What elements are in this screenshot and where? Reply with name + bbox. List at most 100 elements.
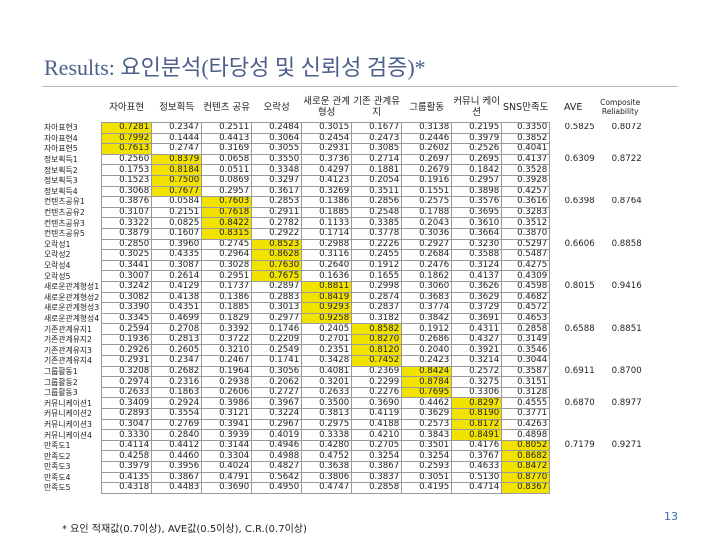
loading-cell: 0.3242	[101, 280, 153, 293]
loading-cell: 0.1881	[351, 164, 403, 176]
composite-reliability-cell: 0.8858	[611, 239, 642, 249]
ave-cell	[550, 260, 597, 271]
row-label: 그룹활동1	[44, 366, 78, 376]
table-row: 컨텐츠공유5 0.3879 0.1607 0.8315 0.2922 0.1714 0.37…	[44, 227, 644, 240]
loading-cell: 0.3028	[201, 259, 253, 272]
composite-reliability-cell	[597, 186, 644, 197]
loading-cell: 0.4081	[301, 365, 353, 378]
loading-cell: 0.2594	[101, 323, 153, 335]
composite-reliability-cell	[597, 165, 644, 176]
loading-cell: 0.4263	[501, 418, 551, 431]
table-row: 커뮤니케이션4 0.3330 0.2840 0.3939 0.4019 0.3338 0.4…	[44, 429, 644, 441]
ave-cell	[550, 218, 597, 229]
loading-cell: 0.3208	[101, 365, 153, 378]
loading-cell: 0.3149	[501, 333, 551, 346]
ave-cell	[550, 303, 597, 314]
loading-cell: 0.3345	[101, 312, 153, 325]
composite-reliability-cell: 0.8072	[611, 122, 642, 133]
factor-loading-highlight: 0.7992	[101, 132, 153, 145]
loading-cell: 0.4988	[251, 450, 303, 462]
loading-cell: 0.2679	[401, 164, 453, 176]
loading-cell: 0.4791	[201, 471, 253, 484]
loading-cell: 0.1551	[401, 185, 453, 198]
row-label: 기존관계유지3	[44, 345, 92, 355]
loading-cell: 0.4598	[501, 280, 551, 293]
table-row: 자아표현3 0.7281 0.2347 0.2511 0.2484 0.3015 0.167…	[44, 122, 644, 134]
loading-cell: 0.0658	[201, 153, 253, 166]
factor-loading-highlight: 0.7613	[101, 143, 153, 155]
factor-loading-highlight: 0.9293	[301, 302, 353, 314]
loading-cell: 0.3036	[401, 227, 453, 240]
loading-cell: 0.4176	[451, 439, 503, 452]
factor-loading-highlight: 0.7500	[151, 174, 203, 187]
loading-cell: 0.2938	[201, 376, 253, 388]
table-row: 커뮤니케이션1 0.3409 0.2924 0.3986 0.3967 0.3500 0.3…	[44, 397, 644, 410]
row-label: 컨텐츠공유1	[44, 197, 85, 207]
row-label: 커뮤니케이션1	[44, 398, 92, 408]
loading-cell: 0.2745	[201, 238, 253, 251]
loading-cell: 0.3695	[451, 206, 503, 219]
loading-cell: 0.4119	[351, 408, 403, 420]
loading-cell: 0.3390	[101, 302, 153, 314]
loading-cell: 0.3124	[451, 259, 503, 272]
factor-loading-highlight: 0.8172	[451, 418, 503, 431]
loading-cell: 0.2858	[501, 323, 551, 335]
factor-loading-highlight: 0.8424	[401, 365, 453, 378]
loading-cell: 0.4257	[501, 185, 551, 198]
loading-cell: 0.3501	[401, 439, 453, 452]
loading-cell: 0.2858	[351, 482, 403, 494]
loading-cell: 0.2922	[251, 227, 303, 240]
table-row: 그룹활동1 0.3208 0.2682 0.1964 0.3056 0.4081 0.236…	[44, 365, 644, 378]
row-label: 새로운관계형성3	[44, 303, 100, 313]
ave-cell: 0.6398	[564, 196, 595, 207]
loading-cell: 0.3664	[451, 227, 503, 240]
col-header: 컨텐츠 공유	[203, 101, 251, 113]
loading-cell: 0.3338	[301, 429, 353, 441]
loading-cell: 0.3610	[451, 217, 503, 229]
factor-loading-highlight: 0.8491	[451, 429, 503, 441]
loading-cell: 0.2708	[151, 323, 203, 335]
loading-cell: 0.2605	[151, 344, 203, 357]
ave-cell	[550, 133, 597, 144]
row-label: 정보획득1	[44, 155, 78, 165]
loading-cell: 0.2714	[351, 153, 403, 166]
loading-cell: 0.4699	[151, 312, 203, 325]
composite-reliability-cell	[597, 175, 644, 186]
loading-cell: 0.2226	[351, 238, 403, 251]
slide-title: Results: 요인분석(타당성 및 신뢰성 검증)*	[44, 55, 426, 80]
factor-loading-highlight: 0.8297	[451, 397, 503, 410]
table-row: 새로운관계형성4 0.3345 0.4699 0.1829 0.2977 0.9258 0.…	[44, 312, 644, 325]
loading-cell: 0.2484	[251, 122, 303, 134]
loading-cell: 0.2856	[351, 196, 403, 208]
loading-cell: 0.2633	[101, 386, 153, 399]
loading-cell: 0.4309	[501, 270, 551, 282]
col-header: 커뮤니 케이션	[453, 96, 501, 118]
loading-cell: 0.3806	[301, 471, 353, 484]
loading-cell: 0.2560	[101, 153, 153, 166]
row-label: 자아표현3	[44, 123, 78, 133]
ave-cell	[550, 334, 597, 345]
composite-reliability-cell	[597, 292, 644, 303]
factor-loading-highlight: 0.8472	[501, 461, 551, 473]
loading-cell: 0.3428	[301, 355, 353, 367]
composite-reliability-cell	[597, 472, 644, 483]
loading-cell: 0.2897	[251, 280, 303, 293]
factor-loading-highlight: 0.8419	[301, 291, 353, 304]
loading-cell: 0.3722	[201, 333, 253, 346]
loading-cell: 0.4297	[301, 164, 353, 176]
loading-cell: 0.2347	[151, 355, 203, 367]
ave-cell: 0.6911	[564, 366, 595, 376]
loading-cell: 0.3044	[501, 355, 551, 367]
loading-cell: 0.2575	[401, 196, 453, 208]
loading-cell: 0.2924	[151, 397, 203, 410]
loading-cell: 0.2640	[301, 259, 353, 272]
row-label: 정보획득4	[44, 186, 78, 196]
ave-cell	[550, 419, 597, 430]
table-row: 오락성4 0.3441 0.3087 0.3028 0.7630 0.2640 0.1912…	[44, 259, 644, 272]
loading-cell: 0.1842	[451, 164, 503, 176]
loading-cell: 0.1386	[201, 291, 253, 304]
loading-cell: 0.3275	[451, 376, 503, 388]
loading-cell: 0.3064	[251, 132, 303, 145]
loading-cell: 0.3867	[151, 471, 203, 484]
loading-cell: 0.1636	[301, 270, 353, 282]
